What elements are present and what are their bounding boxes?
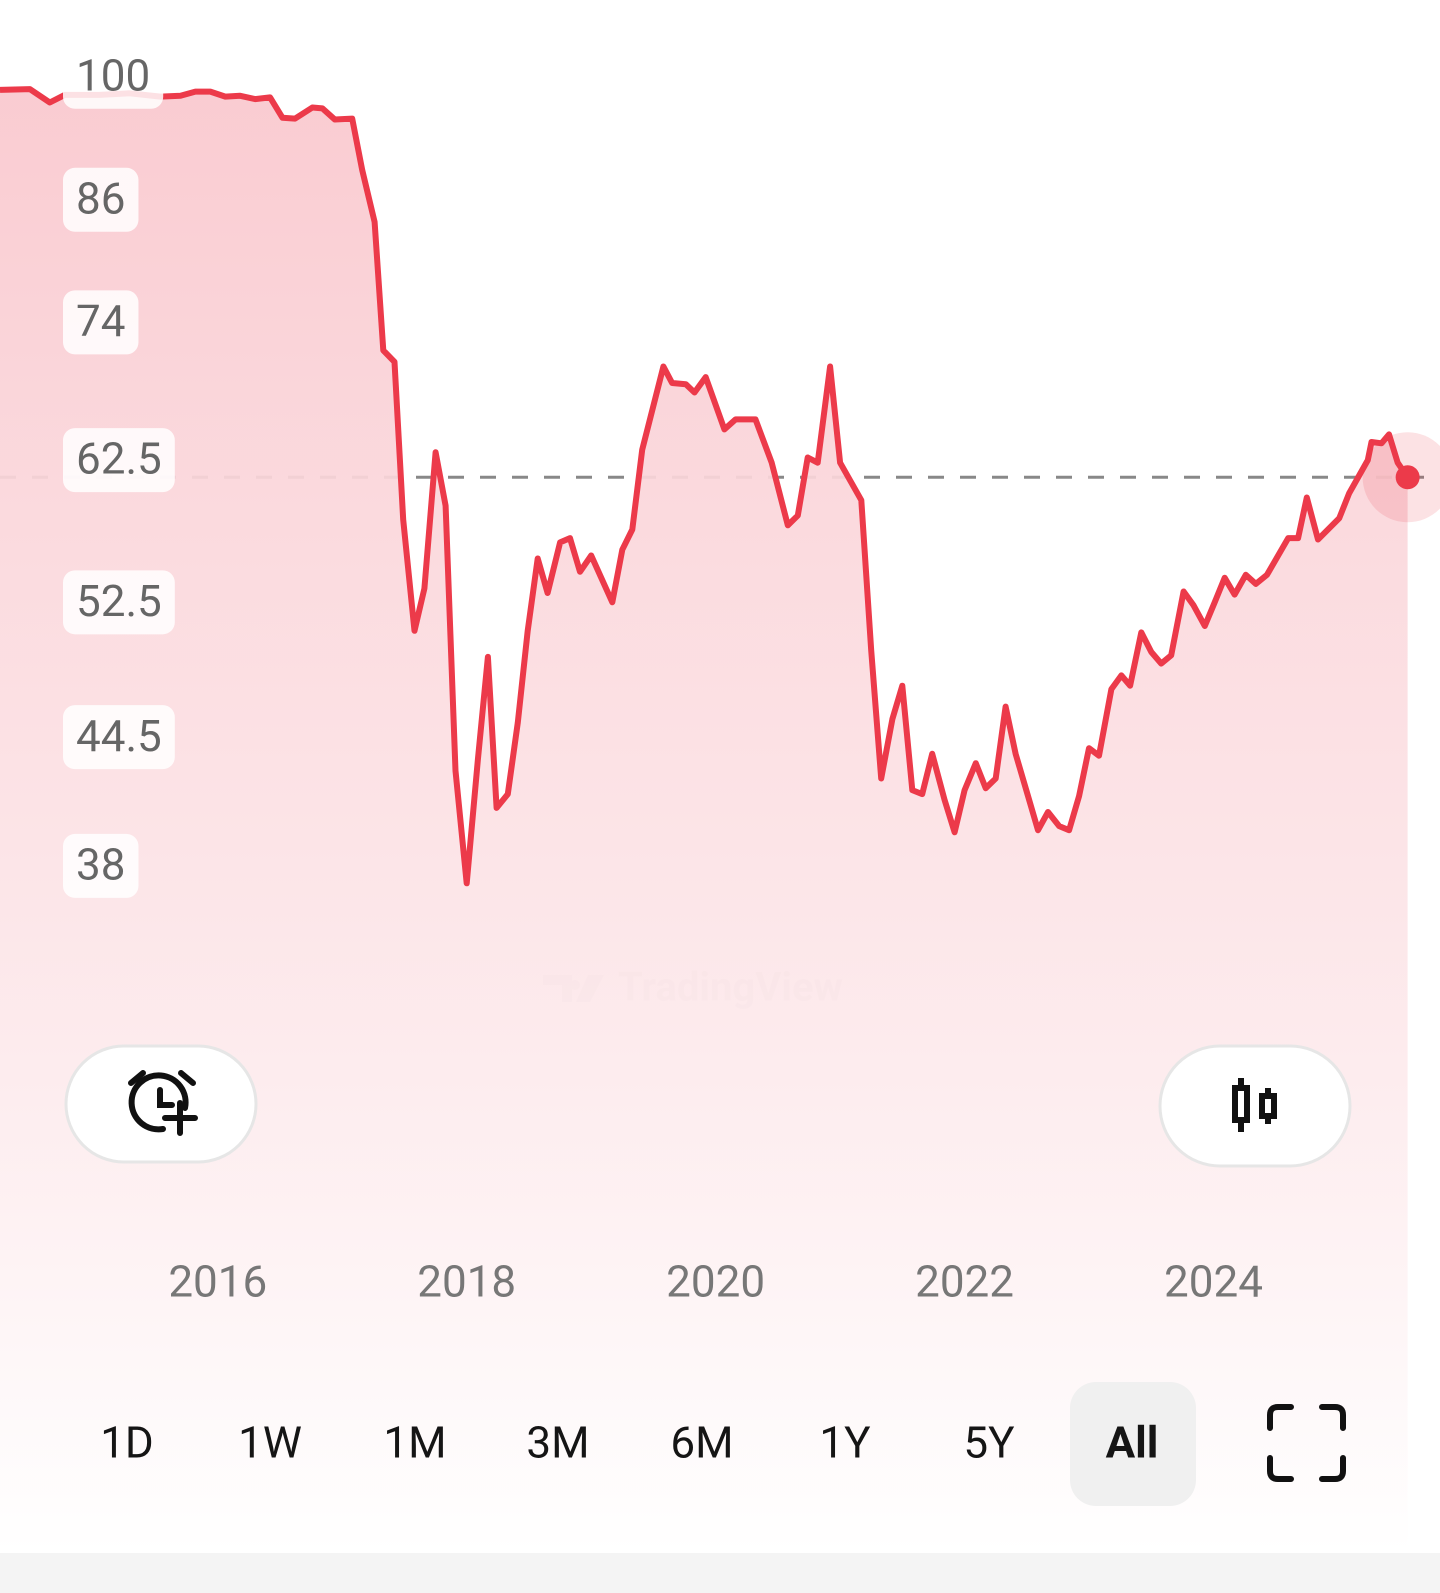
y-tick-box [63, 44, 164, 109]
y-tick-box [63, 290, 139, 355]
range-button[interactable]: 1M [383, 1417, 446, 1469]
y-tick-box [63, 833, 139, 898]
y-tick-box [63, 570, 175, 635]
candles-icon [1232, 1078, 1277, 1132]
range-button[interactable]: 1W [238, 1417, 302, 1469]
y-tick-label: 100 [76, 49, 150, 101]
y-tick: 100 [63, 44, 164, 109]
y-tick-label: 74 [76, 295, 125, 347]
y-tick: 44.5 [63, 705, 175, 770]
x-tick-label: 2024 [1164, 1256, 1263, 1308]
x-tick-label: 2022 [915, 1256, 1014, 1308]
y-tick-label: 38 [76, 839, 125, 891]
x-tick-label: 2018 [417, 1256, 516, 1308]
y-tick: 74 [63, 290, 139, 355]
area [0, 89, 1408, 1554]
y-tick-box [63, 428, 175, 493]
y-tick-label: 62.5 [76, 433, 162, 485]
range-button[interactable]: 3M [526, 1417, 589, 1469]
alarm-icon [128, 1070, 198, 1136]
plot-area: TradingView100867462.552.544.53820162018… [0, 44, 1440, 1554]
y-tick: 52.5 [63, 570, 175, 635]
y-tick: 62.5 [63, 428, 175, 493]
y-tick-label: 44.5 [76, 710, 162, 762]
y-tick-box [63, 167, 139, 232]
chart-style-button[interactable] [1158, 1044, 1352, 1168]
last-point [1395, 465, 1420, 490]
fullscreen-icon[interactable] [1267, 1404, 1346, 1482]
y-tick-label: 86 [76, 172, 125, 224]
y-tick: 38 [63, 833, 139, 898]
x-tick-label: 2020 [666, 1256, 765, 1308]
y-tick-label: 52.5 [76, 575, 162, 627]
controls: 1D 1W 1M 3M 6M 1Y 5Y All [0, 1044, 1440, 1593]
range-button[interactable]: 1D [100, 1417, 154, 1469]
bottom-strip [0, 1553, 1440, 1593]
range-button[interactable]: All [1106, 1417, 1159, 1469]
price-line [0, 86, 1411, 887]
y-tick: 86 [63, 167, 139, 232]
selected-range-background [1070, 1382, 1196, 1506]
x-tick-label: 2016 [168, 1256, 267, 1308]
range-button[interactable]: 5Y [963, 1417, 1015, 1469]
range-button[interactable]: 6M [670, 1417, 733, 1469]
y-tick-box [63, 705, 175, 770]
range-button[interactable]: 1Y [819, 1417, 871, 1469]
